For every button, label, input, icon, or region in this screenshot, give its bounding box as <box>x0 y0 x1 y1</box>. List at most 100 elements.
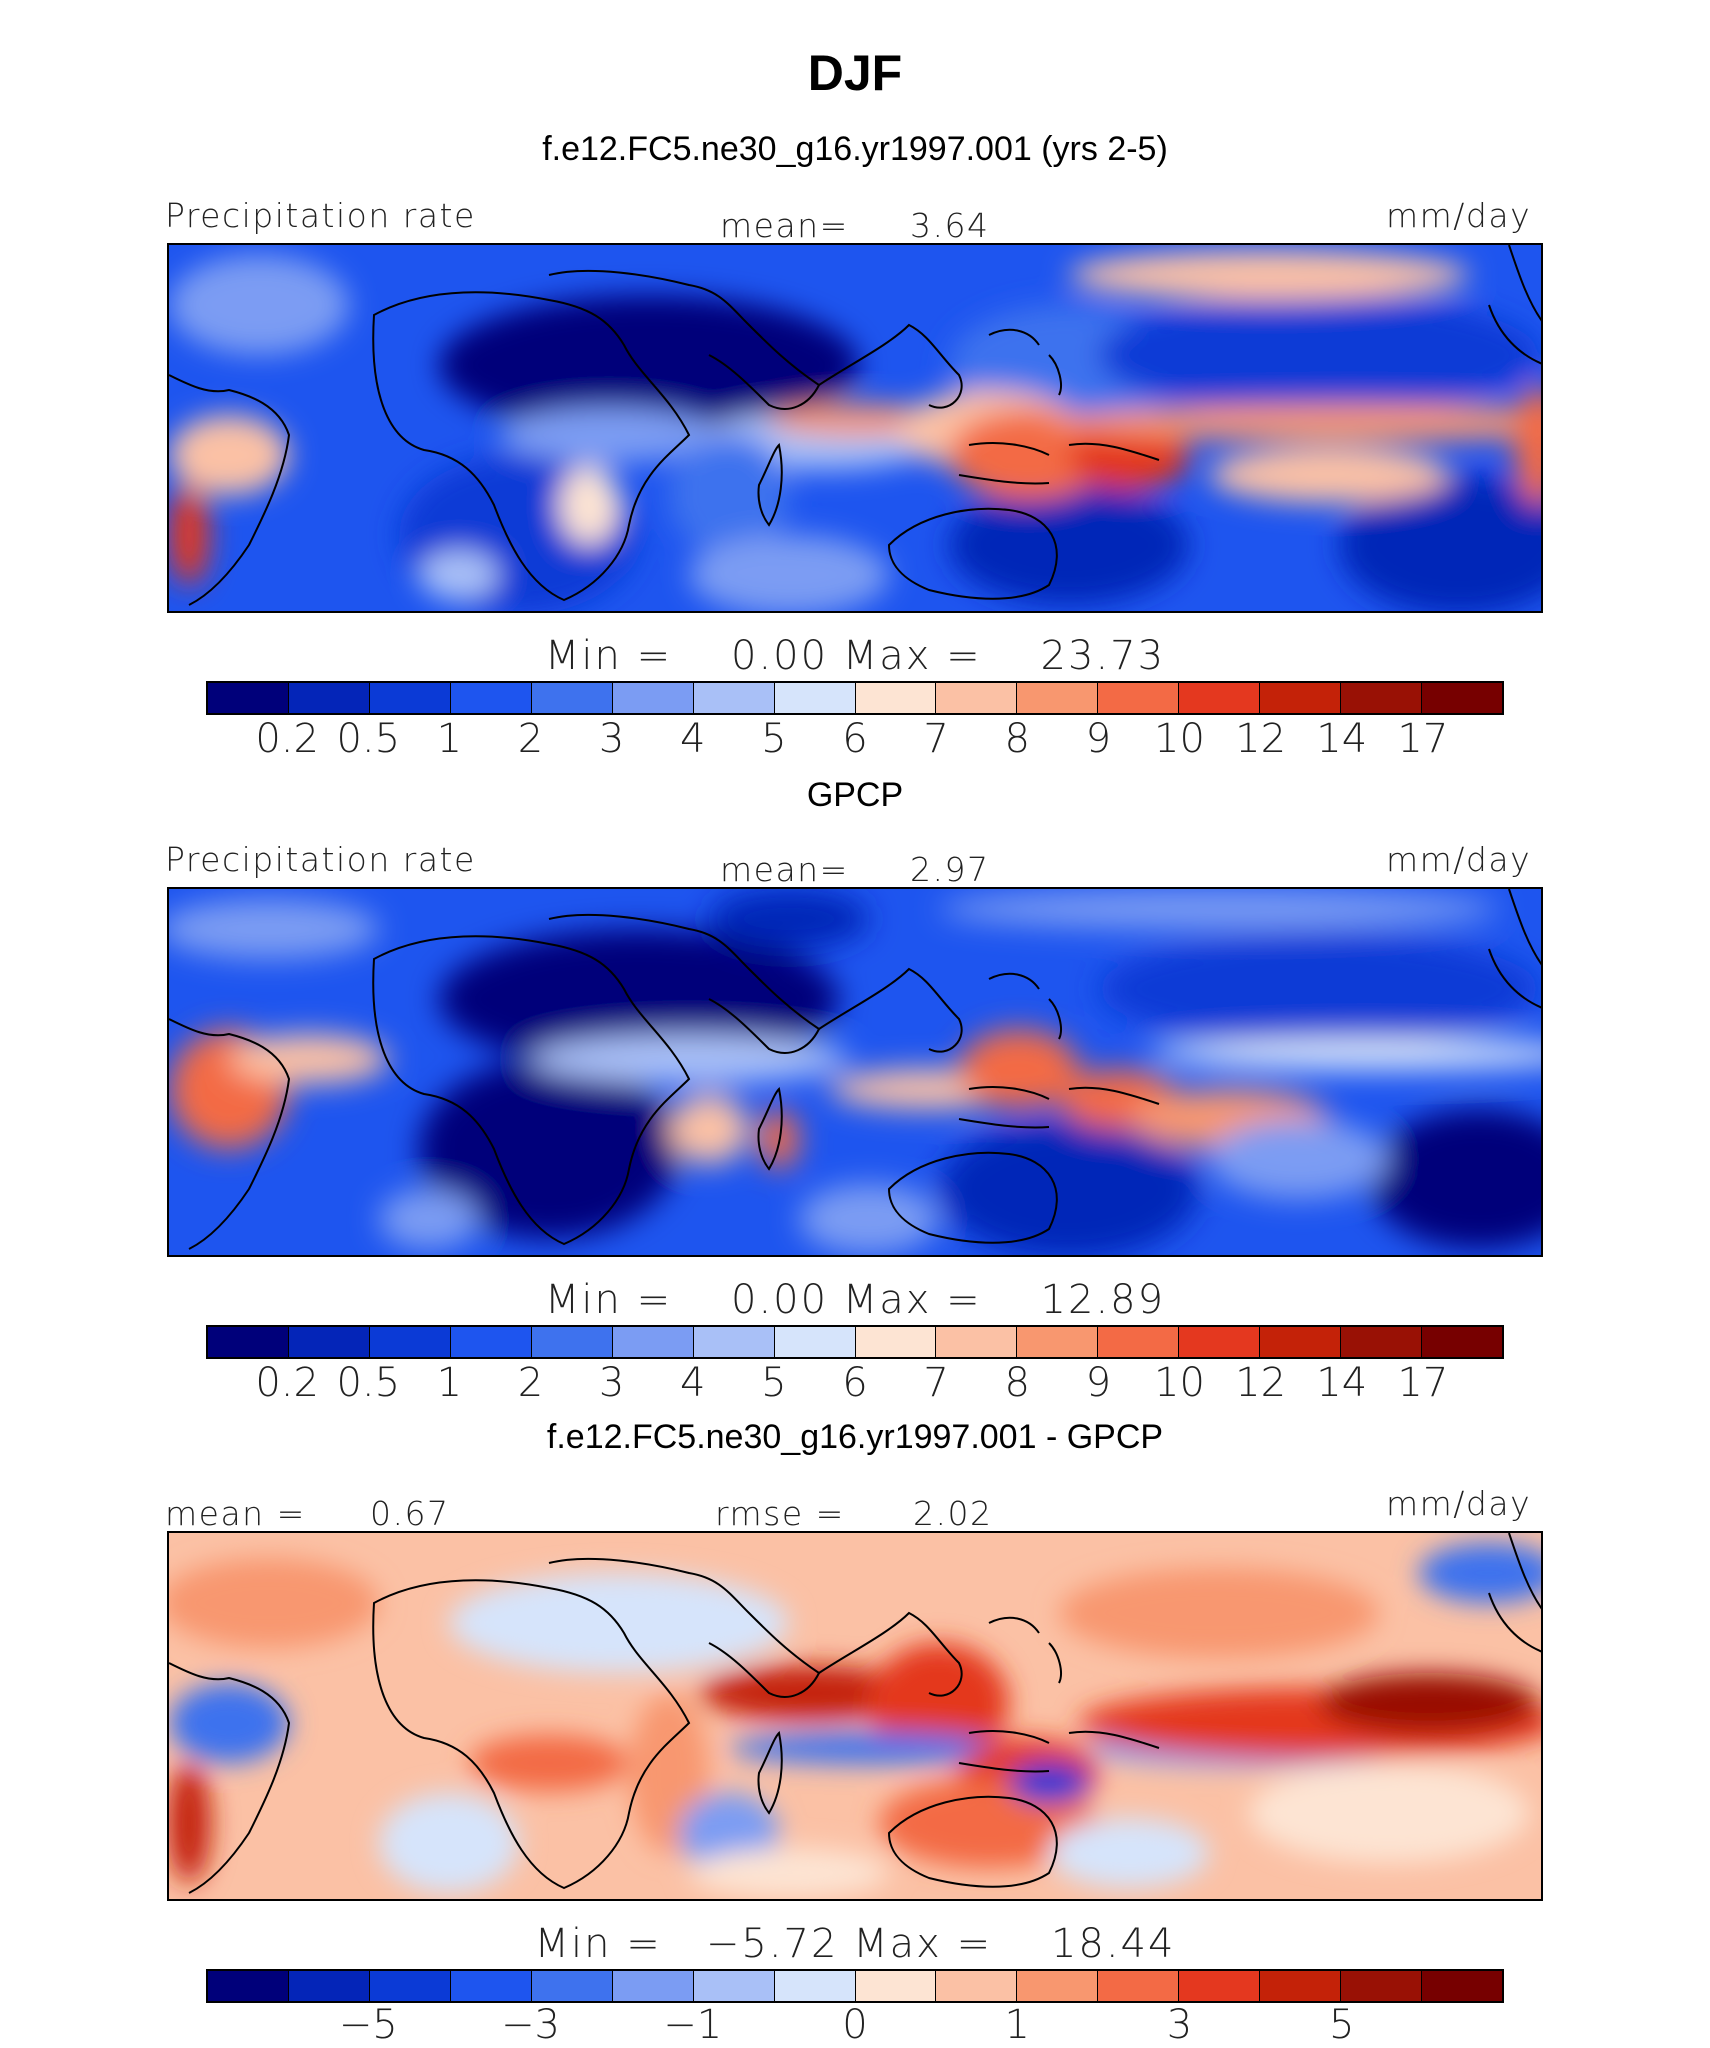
panel-2-colorbar-color-0 <box>208 1327 289 1357</box>
panel-3-colorbar-color-7 <box>774 1971 856 2001</box>
panel-3-colorbar-ticks: −5 −3 −1 0 1 3 5 <box>0 2002 1710 2048</box>
panel-1-colorbar-tick-label: 9 <box>1085 716 1112 762</box>
panel-1-colorbar-tick-label: 17 <box>1397 716 1449 762</box>
panel-1-colorbar-tick-label: 6 <box>842 716 868 762</box>
panel-1-colorbar-tick-label: 14 <box>1316 716 1368 762</box>
panel-3-map <box>167 1531 1543 1901</box>
panel-2-map <box>167 887 1543 1257</box>
panel-3-colorbar-color-14 <box>1341 1971 1423 2001</box>
panel-3-colorbar-color-0 <box>208 1971 289 2001</box>
panel-1-colorbar-ticks: 0.2 0.5 1 2 3 4 5 6 7 8 9 10 12 14 17 <box>0 716 1710 766</box>
panel-2-colorbar-color-7 <box>774 1327 856 1357</box>
panel-2-colorbar-tick-label: 0.2 <box>255 1360 319 1406</box>
panel-1-colorbar-color-12 <box>1179 683 1261 713</box>
panel-1-colorbar-color-3 <box>450 683 532 713</box>
panel-3-mean-value: 0.67 <box>370 1494 450 1533</box>
panel-1-colorbar-tick-label: 4 <box>680 716 706 762</box>
panel-2-colorbar-color-10 <box>1017 1327 1099 1357</box>
panel-1-colorbar-color-4 <box>531 683 613 713</box>
panel-2-colorbar-tick-label: 17 <box>1397 1360 1449 1406</box>
panel-2-colorbar-tick-label: 1 <box>436 1360 463 1406</box>
panel-1-mean-value: 3.64 <box>910 206 990 245</box>
panel-2-colorbar-tick-label: 7 <box>923 1360 949 1406</box>
panel-3-units: mm/day <box>1386 1484 1532 1523</box>
panel-1-colorbar-tick-label: 8 <box>1004 716 1030 762</box>
panel-2-colorbar-color-14 <box>1341 1327 1423 1357</box>
panel-2-colorbar-tick-label: 3 <box>598 1360 625 1406</box>
panel-1-colorbar-tick-label: 10 <box>1154 716 1205 762</box>
panel-1-colorbar-tick-label: 0.2 <box>255 716 319 762</box>
panel-1-colorbar-color-10 <box>1017 683 1099 713</box>
panel-2-colorbar-color-1 <box>288 1327 370 1357</box>
panel-2-colorbar <box>206 1325 1504 1359</box>
panel-1-colorbar-color-6 <box>693 683 775 713</box>
panel-1-colorbar-color-9 <box>936 683 1018 713</box>
panel-3-colorbar-color-8 <box>855 1971 937 2001</box>
panel-3-colorbar-color-3 <box>450 1971 532 2001</box>
panel-1-colorbar-color-11 <box>1098 683 1180 713</box>
panel-3-colorbar <box>206 1969 1504 2003</box>
panel-2-units: mm/day <box>1386 840 1532 879</box>
panel-3-colorbar-color-11 <box>1098 1971 1180 2001</box>
panel-1-colorbar-tick-label: 12 <box>1235 716 1287 762</box>
panel-3-colorbar-color-2 <box>369 1971 451 2001</box>
panel-3-colorbar-color-9 <box>936 1971 1018 2001</box>
panel-1-colorbar-tick-label: 7 <box>923 716 949 762</box>
panel-3-difference-field <box>169 1533 1541 1899</box>
panel-1-colorbar-tick-label: 5 <box>761 716 787 762</box>
panel-2-precip-field <box>169 889 1541 1255</box>
panel-2-colorbar-tick-label: 9 <box>1085 1360 1112 1406</box>
panel-2-colorbar-tick-label: 2 <box>517 1360 544 1406</box>
panel-3-colorbar-color-10 <box>1017 1971 1099 2001</box>
panel-3-rmse-label: rmse = <box>715 1494 845 1533</box>
figure-title: DJF <box>807 45 903 101</box>
panel-3-coastlines <box>169 1533 1541 1894</box>
panel-3-colorbar-color-13 <box>1260 1971 1342 2001</box>
panel-1-colorbar-tick-label: 3 <box>598 716 625 762</box>
panel-1-colorbar-color-13 <box>1260 683 1342 713</box>
panel-2-variable-label: Precipitation rate <box>165 840 476 879</box>
panel-3-minmax: Min = −5.72 Max = 18.44 <box>534 1921 1176 1967</box>
panel-2-colorbar-tick-label: 4 <box>680 1360 706 1406</box>
panel-2-mean-label: mean= <box>720 850 849 889</box>
panel-2-colorbar-color-9 <box>936 1327 1018 1357</box>
panel-3-colorbar-color-1 <box>288 1971 370 2001</box>
panel-3-colorbar-color-6 <box>693 1971 775 2001</box>
panel-1-variable-label: Precipitation rate <box>165 196 476 235</box>
panel-3-colorbar-tick-label: 1 <box>1004 2002 1030 2048</box>
panel-2-colorbar-color-4 <box>531 1327 613 1357</box>
panel-1-colorbar-color-0 <box>208 683 289 713</box>
panel-3-title: f.e12.FC5.ne30_g16.yr1997.001 - GPCP <box>546 1418 1164 1456</box>
panel-2-coastlines <box>169 889 1541 1250</box>
panel-2-colorbar-color-5 <box>612 1327 694 1357</box>
panel-1-precip-field <box>169 245 1541 611</box>
panel-1-colorbar <box>206 681 1504 715</box>
panel-2-colorbar-color-3 <box>450 1327 532 1357</box>
panel-1-colorbar-color-8 <box>855 683 937 713</box>
panel-3-colorbar-tick-label: 0 <box>842 2002 868 2048</box>
panel-2-colorbar-color-8 <box>855 1327 937 1357</box>
panel-2-colorbar-tick-label: 8 <box>1004 1360 1030 1406</box>
panel-3-colorbar-color-15 <box>1422 1971 1502 2001</box>
panel-2-colorbar-tick-label: 14 <box>1316 1360 1368 1406</box>
panel-1-colorbar-color-15 <box>1422 683 1502 713</box>
panel-2-colorbar-color-11 <box>1098 1327 1180 1357</box>
panel-1-colorbar-tick-label: 2 <box>517 716 544 762</box>
panel-1-colorbar-color-7 <box>774 683 856 713</box>
panel-3-colorbar-tick-label: −1 <box>663 2002 723 2048</box>
panel-1-coastlines <box>169 245 1541 606</box>
panel-1-colorbar-tick-label: 1 <box>436 716 463 762</box>
panel-2-colorbar-tick-label: 6 <box>842 1360 868 1406</box>
panel-3-mean-label: mean = <box>165 1494 306 1533</box>
panel-1-colorbar-color-5 <box>612 683 694 713</box>
panel-2-colorbar-ticks: 0.2 0.5 1 2 3 4 5 6 7 8 9 10 12 14 17 <box>0 1360 1710 1410</box>
panel-1-minmax: Min = 0.00 Max = 23.73 <box>544 633 1166 679</box>
panel-2-colorbar-tick-label: 10 <box>1154 1360 1205 1406</box>
panel-1-colorbar-color-14 <box>1341 683 1423 713</box>
panel-2-colorbar-color-6 <box>693 1327 775 1357</box>
panel-2-minmax: Min = 0.00 Max = 12.89 <box>544 1277 1166 1323</box>
panel-3-colorbar-tick-label: −3 <box>501 2002 560 2048</box>
panel-1-colorbar-tick-label: 0.5 <box>336 716 401 762</box>
panel-2-colorbar-color-2 <box>369 1327 451 1357</box>
panel-3-colorbar-tick-label: 5 <box>1329 2002 1355 2048</box>
